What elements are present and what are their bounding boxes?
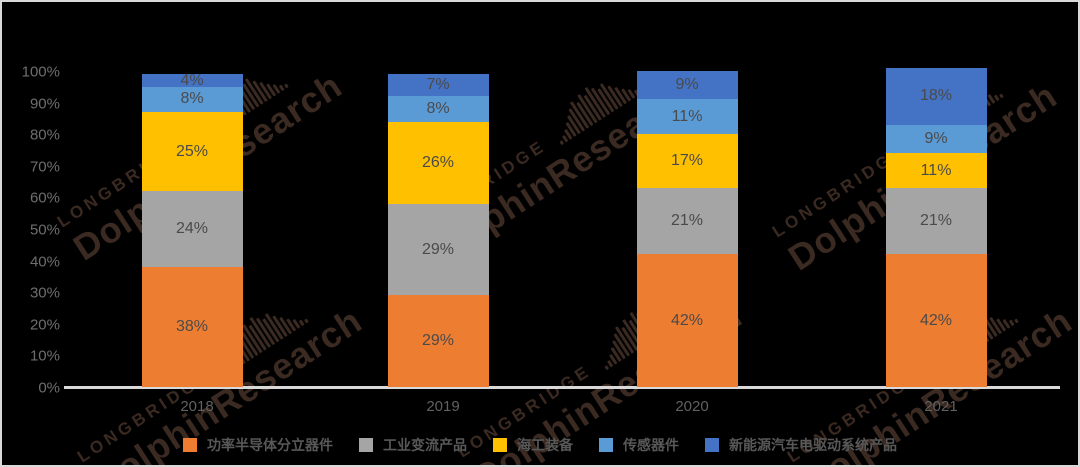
bar-column-2019: 29% 29% 26% 8% 7%: [387, 74, 489, 387]
bar-segment: 21%: [885, 187, 987, 255]
data-label: 9%: [924, 129, 948, 147]
bar-segment: 7%: [387, 74, 489, 97]
legend-label: 工业变流产品: [383, 437, 467, 453]
y-axis-tick-label: 100%: [21, 63, 60, 81]
data-label: 29%: [421, 332, 455, 350]
y-axis-tick-label: 90%: [29, 95, 60, 113]
legend-item: 工业变流产品: [359, 435, 467, 455]
bar-segment: 29%: [387, 203, 489, 296]
legend-swatch-icon: [493, 438, 507, 452]
legend: 功率半导体分立器件 工业变流产品 海工装备 传感器件 新能源汽车电驱动系统产品: [2, 435, 1078, 455]
bar-segment: 18%: [885, 67, 987, 125]
legend-label: 新能源汽车电驱动系统产品: [729, 437, 897, 453]
data-label: 8%: [426, 99, 450, 117]
bar-segment: 17%: [636, 134, 738, 188]
data-label: 18%: [919, 87, 953, 105]
bar-segment: 4%: [141, 71, 243, 89]
y-axis-tick-label: 20%: [29, 316, 60, 334]
x-axis-line: [64, 386, 1060, 389]
bar-segment: 11%: [885, 153, 987, 188]
y-axis-tick-label: 80%: [29, 126, 60, 144]
bar-segment: 9%: [885, 124, 987, 154]
bar-segment: 11%: [636, 99, 738, 135]
x-axis-tick-label: 2019: [426, 398, 460, 415]
legend-label: 功率半导体分立器件: [207, 437, 333, 453]
legend-swatch-icon: [599, 438, 613, 452]
data-label: 7%: [426, 76, 450, 94]
data-label: 21%: [670, 212, 704, 230]
data-label: 4%: [180, 71, 204, 89]
x-axis-tick-label: 2020: [675, 398, 709, 415]
data-label: 21%: [919, 212, 953, 230]
bar-column-2021: 42% 21% 11% 9% 18%: [885, 67, 987, 387]
data-label: 38%: [175, 317, 209, 335]
y-axis: 0% 10% 20% 30% 40% 50% 60% 70% 80% 90% 100%: [2, 2, 60, 465]
bar-segment: 42%: [636, 254, 738, 387]
bar-segment: 24%: [141, 191, 243, 267]
bar-segment: 42%: [885, 254, 987, 387]
y-axis-tick-label: 30%: [29, 284, 60, 302]
y-axis-tick-label: 10%: [29, 347, 60, 365]
bar-segment: 38%: [141, 266, 243, 387]
y-axis-tick-label: 40%: [29, 253, 60, 271]
legend-swatch-icon: [183, 438, 197, 452]
legend-swatch-icon: [705, 438, 719, 452]
bar-column-2020: 42% 21% 17% 11% 9%: [636, 71, 738, 387]
data-label: 24%: [175, 219, 209, 237]
bar-segment: 25%: [141, 112, 243, 192]
y-axis-tick-label: 50%: [29, 221, 60, 239]
data-label: 8%: [180, 90, 204, 108]
legend-item: 新能源汽车电驱动系统产品: [705, 435, 897, 455]
legend-item: 海工装备: [493, 435, 573, 455]
bar-segment: 8%: [387, 96, 489, 122]
data-label: 9%: [675, 76, 699, 94]
data-label: 11%: [920, 161, 952, 179]
data-label: 11%: [671, 107, 703, 125]
legend-swatch-icon: [359, 438, 373, 452]
legend-item: 传感器件: [599, 435, 679, 455]
data-label: 17%: [670, 152, 704, 170]
bar-segment: 9%: [636, 71, 738, 100]
y-axis-tick-label: 0%: [38, 379, 60, 397]
x-axis-tick-label: 2021: [924, 398, 958, 415]
data-label: 42%: [670, 311, 704, 329]
legend-label: 海工装备: [517, 437, 573, 453]
bar-segment: 29%: [387, 295, 489, 387]
bar-segment: 21%: [636, 187, 738, 255]
data-label: 42%: [919, 311, 953, 329]
bar-segment: 8%: [141, 86, 243, 113]
data-label: 26%: [421, 153, 455, 171]
legend-label: 传感器件: [623, 437, 679, 453]
data-label: 29%: [421, 240, 455, 258]
bar-column-2018: 38% 24% 25% 8% 4%: [141, 71, 243, 387]
bar-segment: 26%: [387, 121, 489, 204]
y-axis-tick-label: 70%: [29, 158, 60, 176]
legend-item: 功率半导体分立器件: [183, 435, 333, 455]
data-label: 25%: [175, 142, 209, 160]
x-axis-tick-label: 2018: [180, 398, 214, 415]
y-axis-tick-label: 60%: [29, 189, 60, 207]
